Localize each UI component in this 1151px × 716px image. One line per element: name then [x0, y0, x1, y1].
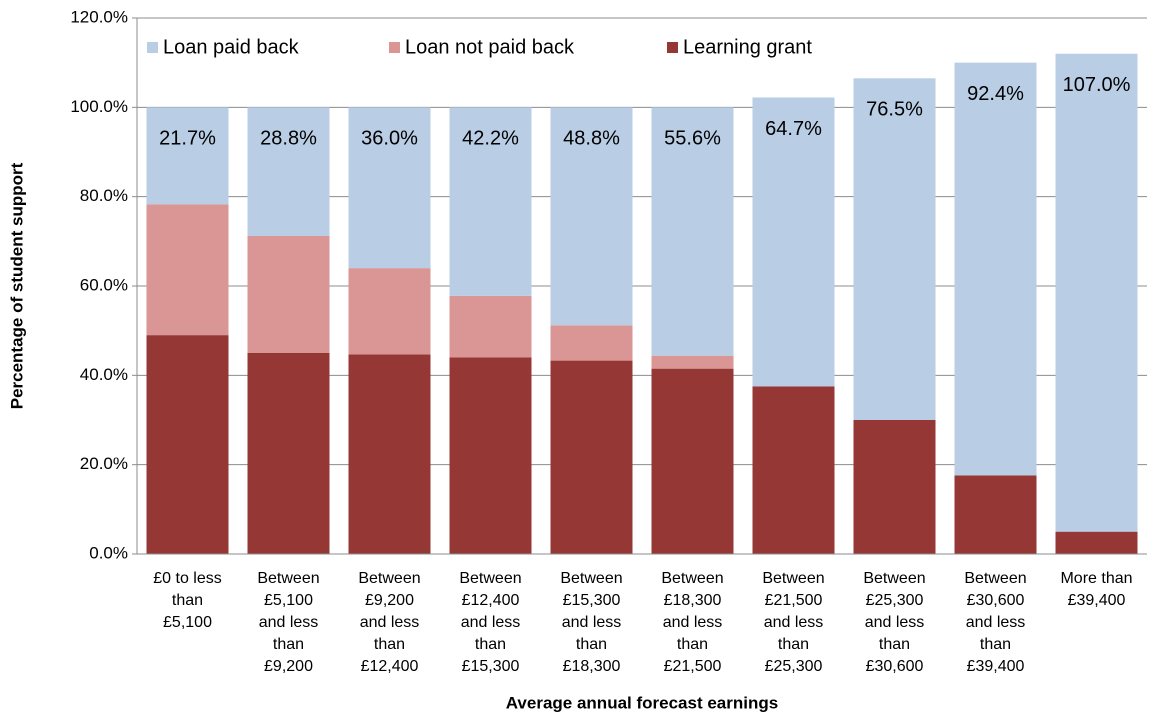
x-tick-label: Between £5,100 and less than £9,200 — [257, 570, 320, 675]
x-tick-label: Between £15,300 and less than £18,300 — [560, 570, 623, 675]
data-label: 21.7% — [159, 128, 216, 150]
y-tick-label: 40.0% — [80, 365, 128, 384]
legend-swatch — [667, 42, 678, 53]
x-tick-label: Between £9,200 and less than £12,400 — [358, 570, 421, 675]
bar-segment — [853, 78, 936, 421]
legend-label: Loan not paid back — [405, 36, 575, 58]
legend-swatch — [147, 42, 158, 53]
y-tick-label: 120.0% — [70, 7, 128, 26]
y-tick-label: 20.0% — [80, 454, 128, 473]
bar-segment — [449, 295, 532, 358]
x-tick-label: Between £30,600 and less than £39,400 — [964, 570, 1027, 675]
y-tick-label: 100.0% — [70, 97, 128, 116]
data-label: 76.5% — [866, 99, 923, 121]
bar-segment — [550, 325, 633, 361]
legend-swatch — [389, 42, 400, 53]
bar-segment — [1055, 531, 1138, 554]
bar-segment — [752, 386, 835, 554]
x-tick-label: Between £12,400 and less than £15,300 — [459, 570, 522, 675]
bar-segment — [550, 360, 633, 554]
x-tick-label: Between £18,300 and less than £21,500 — [661, 570, 724, 675]
bar-segment — [146, 107, 229, 205]
data-label: 28.8% — [260, 128, 317, 150]
bar-segment — [651, 107, 734, 356]
bar-segment — [146, 335, 229, 554]
x-axis-title: Average annual forecast earnings — [506, 693, 778, 712]
x-tick-label: £0 to less than £5,100 — [153, 570, 222, 631]
bar-segment — [651, 368, 734, 554]
x-tick-label: Between £25,300 and less than £30,600 — [863, 570, 926, 675]
bar-segment — [146, 204, 229, 336]
bar-segment — [651, 355, 734, 369]
y-tick-label: 60.0% — [80, 275, 128, 294]
bar-segment — [550, 107, 633, 326]
bar-segment — [348, 107, 431, 269]
bar-segment — [1055, 53, 1138, 532]
bar-segment — [247, 353, 330, 554]
x-tick-label: More than £39,400 — [1060, 570, 1133, 609]
y-tick-label: 0.0% — [89, 543, 128, 562]
data-label: 36.0% — [361, 128, 418, 150]
data-label: 48.8% — [563, 128, 620, 150]
y-tick-label: 80.0% — [80, 186, 128, 205]
bar-segment — [247, 235, 330, 353]
data-label: 107.0% — [1063, 74, 1131, 96]
bar-segment — [853, 420, 936, 554]
bar-segment — [247, 107, 330, 236]
bar-segment — [752, 97, 835, 387]
bar-segment — [954, 475, 1037, 554]
legend-label: Loan paid back — [163, 36, 300, 58]
data-label: 92.4% — [967, 83, 1024, 105]
legend-label: Learning grant — [683, 36, 812, 58]
bar-segment — [449, 357, 532, 554]
y-axis-title: Percentage of student support — [7, 162, 26, 409]
bar-segment — [449, 107, 532, 296]
data-label: 64.7% — [765, 118, 822, 140]
bar-segment — [348, 268, 431, 355]
data-label: 55.6% — [664, 128, 721, 150]
x-tick-label: Between £21,500 and less than £25,300 — [762, 570, 825, 675]
bar-segment — [348, 354, 431, 554]
data-label: 42.2% — [462, 128, 519, 150]
bar-segment — [954, 62, 1037, 476]
